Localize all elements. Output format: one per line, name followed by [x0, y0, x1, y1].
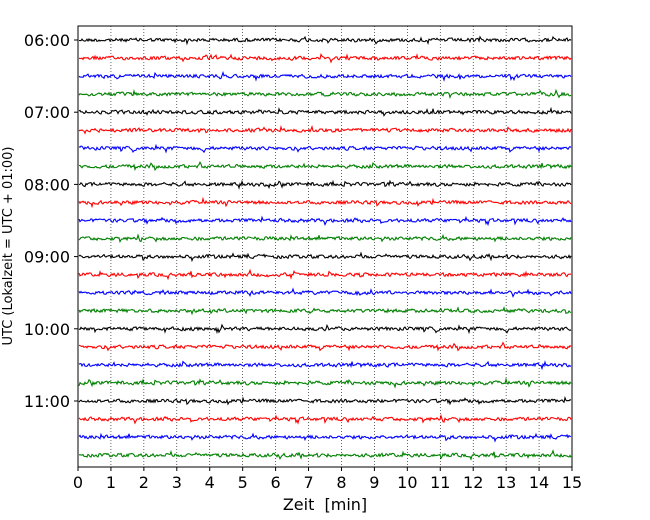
trace-1045	[78, 377, 572, 389]
trace-1100	[78, 395, 572, 406]
x-tick-label: 5	[238, 473, 248, 492]
seismic-traces	[78, 35, 572, 461]
x-tick-label: 1	[106, 473, 116, 492]
x-tick-label: 0	[73, 473, 83, 492]
trace-0630	[78, 70, 572, 82]
y-tick-label: 11:00	[24, 392, 70, 411]
y-tick-label: 10:00	[24, 320, 70, 339]
x-tick-label: 9	[369, 473, 379, 492]
y-axis-label: UTC (Lokalzeit = UTC + 01:00)	[1, 147, 16, 346]
trace-0830	[78, 215, 572, 227]
trace-0600	[78, 35, 572, 46]
trace-0945	[78, 305, 572, 316]
y-axis-ticks: 06:00 07:00 08:00 09:00 10:00 11:00	[24, 31, 78, 411]
trace-1115	[78, 413, 572, 425]
trace-0730	[78, 143, 572, 154]
y-tick-label: 08:00	[24, 175, 70, 194]
x-tick-label: 10	[397, 473, 417, 492]
x-tick-label: 7	[303, 473, 313, 492]
x-axis-ticks: 0 1 2 3 4 5 6 7 8 9 10 11 12 13 14 15	[73, 467, 582, 492]
x-tick-label: 12	[463, 473, 483, 492]
y-tick-label: 06:00	[24, 31, 70, 50]
y-tick-label: 07:00	[24, 103, 70, 122]
x-tick-label: 11	[430, 473, 450, 492]
trace-1130	[78, 432, 572, 443]
x-axis-label: Zeit [min]	[283, 495, 367, 514]
x-tick-label: 4	[205, 473, 215, 492]
y-tick-label: 09:00	[24, 248, 70, 267]
x-tick-label: 15	[562, 473, 582, 492]
trace-0745	[78, 160, 572, 172]
trace-0845	[78, 233, 572, 244]
trace-1030	[78, 360, 572, 371]
trace-0645	[78, 88, 572, 99]
trace-0700	[78, 106, 572, 117]
trace-1015	[78, 341, 572, 352]
trace-0615	[78, 53, 572, 64]
trace-0815	[78, 196, 572, 209]
trace-1000	[78, 323, 572, 335]
trace-1145	[78, 449, 572, 461]
x-tick-label: 2	[139, 473, 149, 492]
trace-0915	[78, 268, 572, 281]
trace-0930	[78, 287, 572, 298]
x-tick-label: 13	[496, 473, 516, 492]
trace-0715	[78, 124, 572, 135]
x-tick-label: 6	[271, 473, 281, 492]
x-tick-label: 14	[529, 473, 549, 492]
trace-0800	[78, 179, 572, 190]
x-tick-label: 8	[336, 473, 346, 492]
x-tick-label: 3	[172, 473, 182, 492]
plot-frame	[77, 25, 573, 468]
trace-0900	[78, 251, 572, 263]
